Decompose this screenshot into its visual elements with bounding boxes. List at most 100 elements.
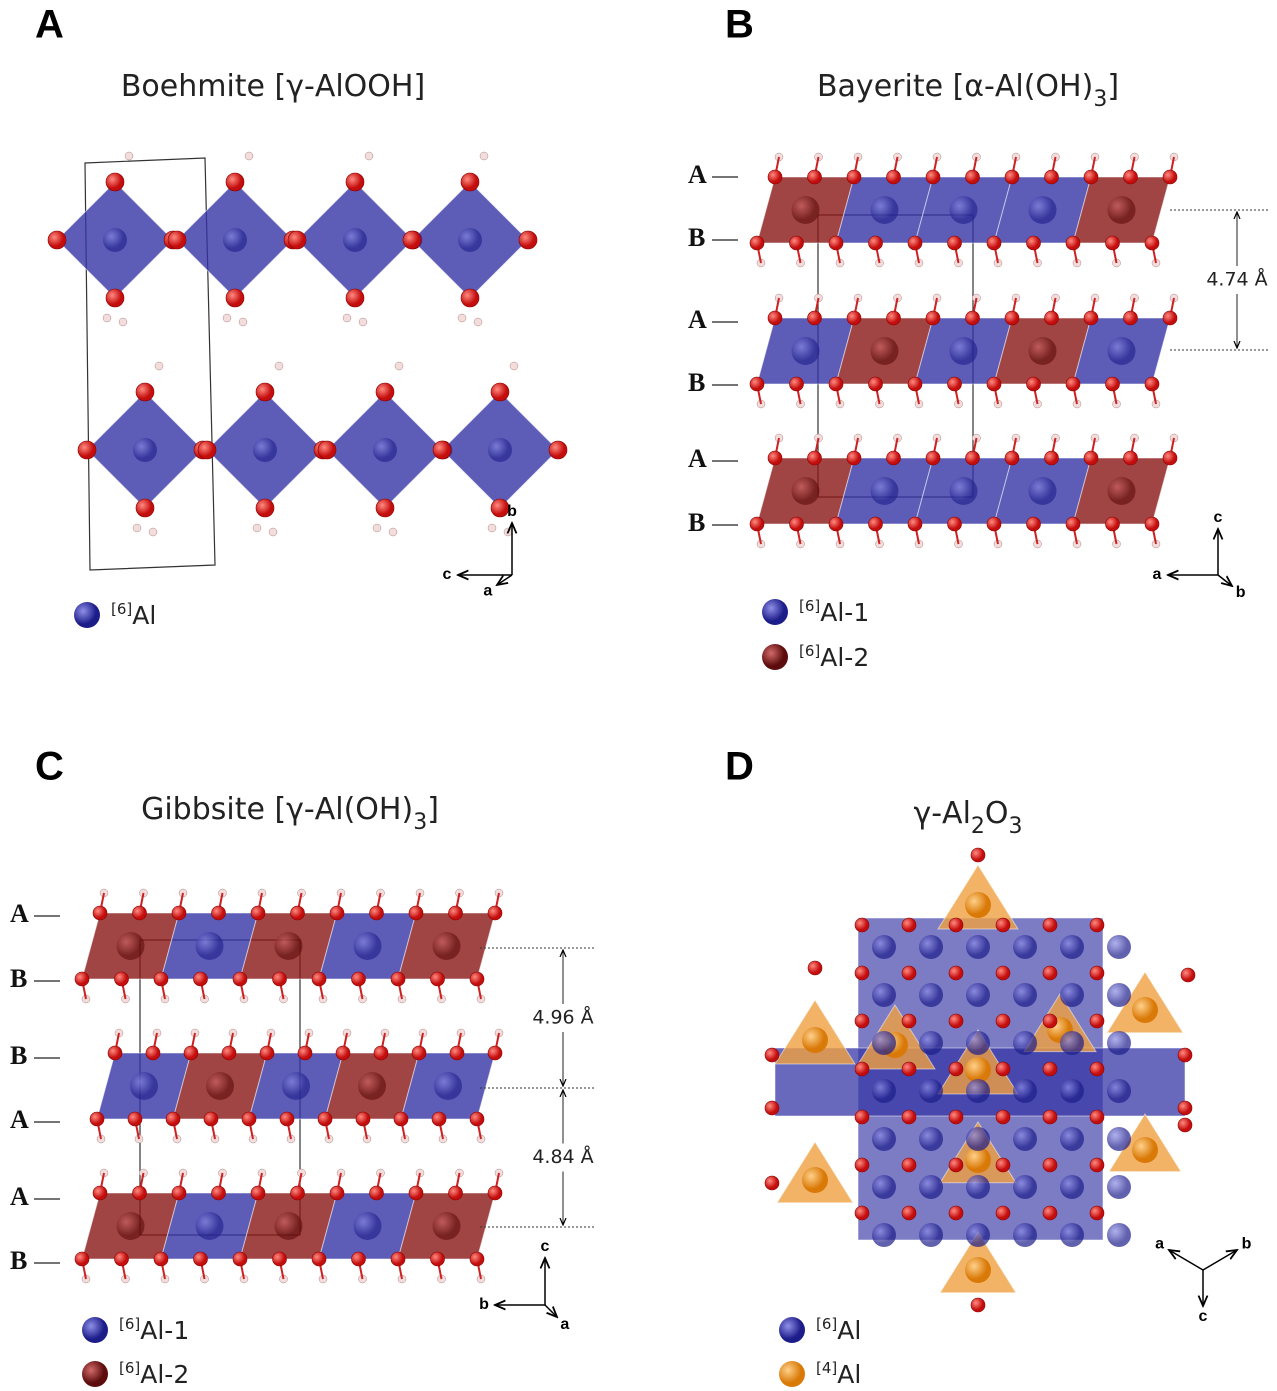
oxygen-atom	[93, 1186, 107, 1200]
legend-text: Al	[837, 1360, 861, 1389]
oxygen-atom	[829, 377, 843, 391]
oxygen-atom	[949, 1206, 963, 1220]
oxygen-atom	[154, 1252, 168, 1266]
distance-label: 4.96 Å	[532, 1006, 593, 1029]
oxygen-atom	[449, 906, 463, 920]
oxygen-atom	[996, 1014, 1010, 1028]
al-atom	[1060, 1127, 1084, 1151]
oxygen-atom	[488, 1186, 502, 1200]
oxygen-atom	[488, 1046, 502, 1060]
axis-label: a	[483, 582, 492, 599]
oxygen-atom	[1066, 377, 1080, 391]
axis-arrow	[1218, 575, 1232, 586]
hydrogen-atom	[480, 152, 488, 160]
axis-label: c	[1199, 1308, 1208, 1325]
oxygen-atom	[1145, 377, 1159, 391]
title-part: O	[985, 796, 1009, 831]
oxygen-atom	[1045, 311, 1059, 325]
al-atom	[966, 1127, 990, 1151]
oxygen-atom	[1090, 1014, 1104, 1028]
oxygen-atom	[902, 1062, 916, 1076]
title-part: 2	[971, 814, 985, 839]
axis-label: a	[560, 1316, 569, 1333]
axis-arrow	[1169, 1250, 1203, 1270]
oxygen-atom	[750, 236, 764, 250]
al-atom	[872, 1079, 896, 1103]
al-atom	[354, 1212, 382, 1240]
oxygen-atom	[949, 918, 963, 932]
oxygen-atom	[808, 451, 822, 465]
oxygen-atom	[1181, 968, 1195, 982]
oxygen-atom	[491, 383, 509, 401]
oxygen-atom	[768, 311, 782, 325]
oxygen-atom	[1043, 1158, 1057, 1172]
al-atom	[196, 1212, 224, 1240]
al-atom	[919, 1223, 943, 1247]
oxygen-atom	[1090, 1206, 1104, 1220]
oxygen-atom	[133, 1186, 147, 1200]
al-atom	[966, 1223, 990, 1247]
oxygen-atom	[273, 972, 287, 986]
title-part: Boehmite [γ-AlOOH]	[121, 69, 425, 104]
oxygen-atom	[233, 1252, 247, 1266]
al-atom	[1107, 935, 1131, 959]
oxygen-atom	[75, 972, 89, 986]
oxygen-atom	[948, 236, 962, 250]
axis-label: b	[1236, 584, 1246, 601]
oxygen-atom	[987, 236, 1001, 250]
oxygen-atom	[106, 289, 124, 307]
legend-text: Al	[837, 1316, 861, 1345]
oxygen-atom	[908, 517, 922, 531]
oxygen-atom	[312, 1252, 326, 1266]
oxygen-atom	[1043, 1014, 1057, 1028]
figure: ABoehmite [γ-AlOOH]bca[6]AlBBayerite [α-…	[0, 0, 1277, 1391]
layer-label: A	[10, 899, 29, 928]
oxygen-atom	[461, 173, 479, 191]
title-part: 3	[1093, 87, 1107, 112]
oxygen-atom	[1045, 451, 1059, 465]
hydrogen-atom	[458, 314, 466, 322]
oxygen-atom	[280, 1112, 294, 1126]
oxygen-atom	[902, 966, 916, 980]
al-atom	[1107, 1127, 1131, 1151]
oxygen-atom	[226, 289, 244, 307]
al-atom	[802, 1027, 828, 1053]
hydrogen-atom	[389, 528, 397, 536]
hydrogen-atom	[395, 362, 403, 370]
oxygen-atom	[1043, 1062, 1057, 1076]
oxygen-atom	[242, 1112, 256, 1126]
al-atom	[1108, 477, 1136, 505]
al-atom	[1060, 1031, 1084, 1055]
oxygen-atom	[370, 906, 384, 920]
oxygen-atom	[902, 918, 916, 932]
oxygen-atom	[291, 906, 305, 920]
hydrogen-atom	[223, 314, 231, 322]
oxygen-atom	[549, 441, 567, 459]
oxygen-atom	[949, 1110, 963, 1124]
oxygen-atom	[352, 972, 366, 986]
al-atom	[950, 337, 978, 365]
panel-title: γ-Al2O3	[913, 796, 1022, 839]
panel-letter: A	[35, 3, 64, 47]
oxygen-atom	[166, 1112, 180, 1126]
oxygen-atom	[450, 1046, 464, 1060]
al-atom	[434, 1072, 462, 1100]
al-atom	[966, 1031, 990, 1055]
hydrogen-atom	[269, 528, 277, 536]
layer-label: B	[10, 1041, 27, 1070]
al-atom	[950, 477, 978, 505]
oxygen-atom	[971, 1298, 985, 1312]
legend-swatch	[74, 602, 100, 628]
oxygen-atom	[987, 377, 1001, 391]
title-part: Bayerite [α-Al(OH)	[817, 69, 1093, 104]
oxygen-atom	[808, 170, 822, 184]
oxygen-atom	[887, 170, 901, 184]
al-atom	[1029, 477, 1057, 505]
oxygen-atom	[847, 170, 861, 184]
al-atom	[872, 935, 896, 959]
legend-text: Al-2	[820, 643, 869, 672]
al-atom	[103, 228, 127, 252]
oxygen-atom	[1045, 170, 1059, 184]
oxygen-atom	[370, 1186, 384, 1200]
oxygen-atom	[172, 1186, 186, 1200]
